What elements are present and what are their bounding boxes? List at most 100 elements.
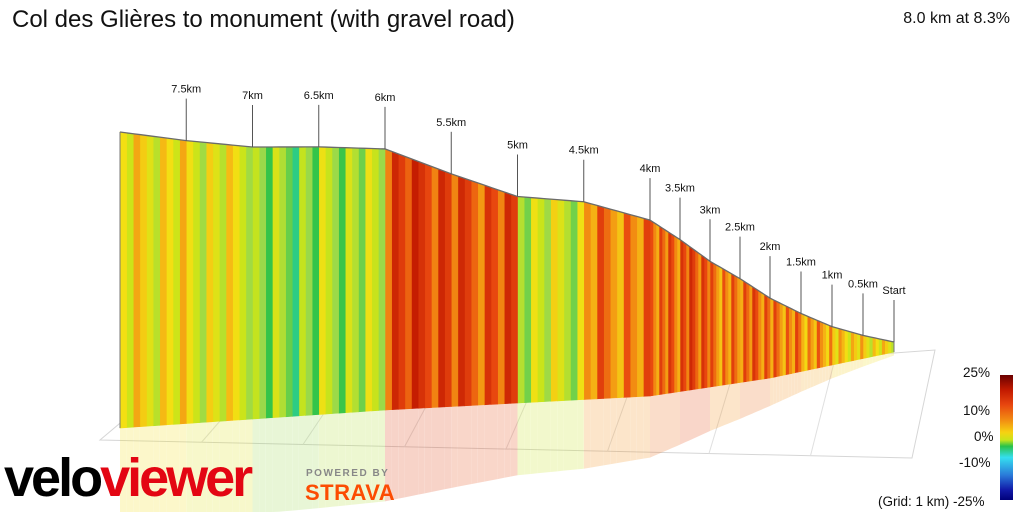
profile-strip xyxy=(751,285,756,382)
reflection-strip xyxy=(577,399,584,470)
profile-strip xyxy=(159,136,167,426)
profile-strip xyxy=(550,198,558,402)
profile-strip xyxy=(484,184,492,406)
legend-label-minus-25: -25% xyxy=(953,494,985,509)
reflection-strip xyxy=(365,410,372,504)
profile-strip xyxy=(754,287,759,381)
reflection-strip xyxy=(653,395,656,457)
reflection-strip xyxy=(391,409,399,501)
marker-label: 6km xyxy=(375,92,396,104)
profile-strip xyxy=(530,197,538,403)
profile-strip xyxy=(865,335,870,359)
profile-strip xyxy=(238,145,247,421)
profile-strip xyxy=(772,299,777,378)
profile-strip xyxy=(378,148,386,411)
marker-label: 3.5km xyxy=(665,183,695,195)
profile-strip xyxy=(788,306,793,375)
reflection-strip xyxy=(570,399,578,471)
profile-strip xyxy=(510,193,518,404)
profile-strip xyxy=(444,170,452,408)
reflection-strip xyxy=(544,401,551,473)
profile-strip xyxy=(736,276,741,384)
reflection-strip xyxy=(743,381,746,418)
profile-strip xyxy=(364,148,373,412)
profile-strip xyxy=(424,163,432,409)
profile-strip xyxy=(225,144,233,422)
reflection-strip xyxy=(438,406,445,491)
profile-strip xyxy=(172,138,180,425)
profile-strip xyxy=(252,146,260,420)
reflection-strip xyxy=(776,376,780,404)
reflection-strip xyxy=(707,387,710,433)
profile-strip xyxy=(724,269,729,386)
profile-strip xyxy=(404,155,412,410)
reflection-strip xyxy=(713,386,716,430)
reflection-strip xyxy=(212,421,220,512)
reflection-strip xyxy=(734,382,737,422)
reflection-strip xyxy=(630,396,637,461)
profile-strip xyxy=(766,295,771,379)
profile-strip xyxy=(887,340,892,354)
reflection-strip xyxy=(698,388,701,437)
profile-strip xyxy=(670,233,675,394)
reflection-strip xyxy=(794,372,798,395)
reflection-strip xyxy=(133,426,140,512)
profile-strip xyxy=(706,258,711,388)
distance-markers: Start 0.5km 1km 1.5km 2km 2.5km 3km 3.5km 4km 4.5… xyxy=(171,84,906,342)
profile-strip xyxy=(769,297,774,379)
reflection-strip xyxy=(471,405,478,485)
reflection-strip xyxy=(680,391,683,445)
reflection-strip xyxy=(731,383,734,423)
reflection-strip xyxy=(424,407,432,494)
reflection-strip xyxy=(710,386,713,431)
profile-strip xyxy=(391,150,399,410)
profile-strip xyxy=(748,283,753,382)
profile-strip xyxy=(791,308,796,374)
reflection-strip xyxy=(737,382,740,421)
profile-strip xyxy=(806,315,811,371)
profile-strip xyxy=(596,205,604,400)
reflection-strip xyxy=(590,398,597,468)
reflection-strip xyxy=(822,366,826,383)
profile-strip xyxy=(712,262,717,387)
reflection-strip xyxy=(819,366,823,384)
reflection-strip xyxy=(272,417,279,512)
reflection-strip xyxy=(206,421,213,512)
reflection-strip xyxy=(797,371,801,394)
reflection-strip xyxy=(371,410,379,503)
reflection-strip xyxy=(844,361,848,374)
reflection-strip xyxy=(677,391,680,446)
profile-strip xyxy=(278,146,286,418)
reflection-strip xyxy=(550,400,558,472)
reflection-strip xyxy=(850,360,854,372)
profile-strip xyxy=(685,243,690,391)
profile-strip xyxy=(664,229,669,395)
reflection-strip xyxy=(665,393,668,452)
reflection-strip xyxy=(345,412,352,506)
reflection-strip xyxy=(292,415,299,511)
marker-label: Start xyxy=(882,285,905,297)
legend-label-minus-10: -10% xyxy=(959,455,991,470)
reflection-strip xyxy=(431,407,438,492)
reflection-strip xyxy=(491,404,498,481)
strava-logo: STRAVA xyxy=(305,480,396,505)
profile-strip xyxy=(676,237,681,393)
profile-strip xyxy=(840,328,845,364)
profile-strip xyxy=(285,146,293,418)
veloviewer-logo: veloviewer xyxy=(4,448,253,508)
reflection-strip xyxy=(444,406,452,490)
floor-grid-line xyxy=(810,357,836,456)
reflection-strip xyxy=(761,378,764,410)
profile-strip xyxy=(311,146,320,416)
reflection-strip xyxy=(563,400,571,471)
profile-strip xyxy=(623,212,631,398)
reflection-strip xyxy=(418,407,425,495)
profile-strip xyxy=(219,143,227,422)
marker-label: 5.5km xyxy=(436,117,466,129)
profile-strip xyxy=(691,247,696,391)
profile-strip xyxy=(667,231,672,394)
profile-strip xyxy=(844,329,848,363)
reflection-strip xyxy=(153,425,160,512)
reflection-strip xyxy=(725,384,728,425)
